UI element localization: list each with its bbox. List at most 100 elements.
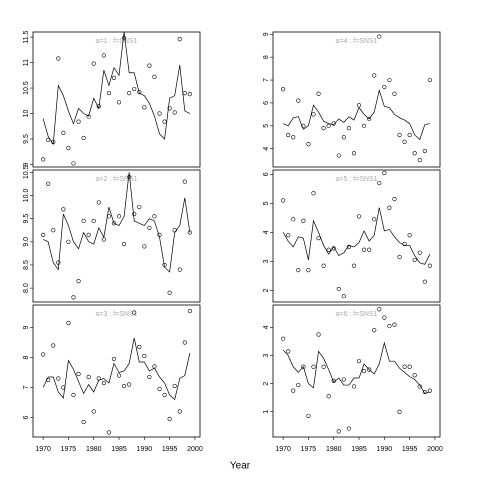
y-tick-label: 9.0: [23, 237, 30, 247]
data-point: [341, 294, 346, 299]
y-tick-label: 1: [263, 410, 270, 414]
data-point: [377, 34, 382, 39]
data-point: [61, 207, 66, 212]
data-point: [147, 63, 152, 68]
data-point: [81, 135, 86, 141]
data-point: [56, 56, 61, 61]
data-point: [367, 116, 372, 122]
data-point: [106, 91, 112, 96]
data-point: [392, 322, 397, 327]
data-point: [167, 106, 172, 111]
data-point: [422, 279, 427, 284]
data-point: [301, 364, 306, 369]
y-tick-label: 9: [23, 325, 30, 329]
data-point: [172, 383, 177, 389]
y-tick-label: 4: [263, 325, 270, 329]
data-point: [341, 135, 346, 140]
y-tick-label: 2: [263, 382, 270, 386]
data-point: [127, 91, 132, 96]
data-point: [86, 232, 91, 237]
panel-title: a=5 : f=SNS1: [335, 176, 377, 183]
y-tick-label: 8.0: [23, 283, 30, 293]
data-point: [51, 343, 56, 348]
y-tick-label: 5: [263, 201, 270, 205]
y-tick-label: 8: [263, 55, 270, 59]
data-point: [407, 364, 412, 369]
data-point: [41, 157, 46, 162]
y-tick-label: 6: [263, 101, 270, 105]
y-tick-label: 11: [23, 59, 30, 66]
data-point: [177, 37, 182, 42]
data-point: [111, 221, 117, 226]
x-tick-label: 1970: [275, 446, 291, 453]
data-point: [116, 214, 122, 219]
data-point: [382, 84, 387, 90]
data-point: [66, 320, 71, 326]
data-point: [331, 121, 336, 126]
data-point: [152, 74, 157, 79]
data-point: [81, 218, 86, 224]
data-point: [311, 191, 316, 196]
x-tick-label: 1970: [35, 446, 51, 453]
data-point: [106, 430, 112, 435]
data-point: [111, 356, 117, 362]
data-point: [157, 386, 162, 392]
data-point: [301, 123, 306, 128]
data-point: [121, 383, 127, 389]
data-point: [427, 263, 432, 268]
y-tick-label: 4: [263, 147, 270, 151]
x-tick-label: 1980: [326, 446, 342, 453]
data-point: [116, 100, 122, 105]
data-point: [167, 290, 172, 295]
data-point: [116, 373, 122, 378]
data-point: [281, 198, 286, 203]
data-point: [121, 36, 127, 41]
data-point: [182, 179, 187, 184]
y-tick-label: 10: [23, 110, 30, 118]
data-point: [382, 315, 387, 320]
data-point: [377, 307, 382, 312]
data-point: [66, 146, 71, 151]
y-tick-label: 6: [23, 415, 30, 419]
data-point: [71, 295, 76, 300]
data-point: [422, 389, 427, 395]
data-point: [361, 247, 367, 252]
y-tick-label: 7: [23, 385, 30, 389]
x-axis-label: Year: [230, 461, 251, 472]
data-point: [41, 352, 46, 357]
data-point: [336, 153, 341, 158]
panel-title: a=2 : f=SNS1: [95, 176, 137, 183]
data-point: [326, 123, 331, 128]
data-point: [296, 267, 301, 273]
data-point: [402, 364, 407, 369]
data-point: [281, 336, 286, 341]
data-point: [316, 332, 321, 337]
data-point: [382, 170, 387, 176]
data-point: [132, 86, 137, 92]
data-point: [51, 228, 56, 233]
fit-line: [42, 172, 191, 273]
data-point: [71, 392, 76, 398]
y-tick-label: 10.5: [23, 81, 30, 95]
fit-line: [42, 31, 191, 146]
data-point: [187, 92, 192, 97]
data-point: [71, 161, 76, 166]
data-point: [46, 181, 51, 186]
data-point: [407, 132, 412, 138]
data-point: [152, 214, 157, 219]
data-point: [157, 111, 162, 116]
x-tick-label: 2000: [427, 446, 443, 453]
data-point: [286, 233, 291, 238]
data-point: [311, 364, 316, 369]
data-point: [316, 91, 321, 96]
y-tick-label: 4: [263, 230, 270, 234]
x-tick-label: 1985: [111, 446, 127, 453]
data-point: [372, 328, 377, 333]
y-tick-label: 3: [263, 354, 270, 358]
data-point: [132, 310, 137, 315]
x-tick-label: 1975: [61, 446, 77, 453]
data-point: [336, 429, 341, 434]
data-point: [91, 409, 96, 414]
data-point: [96, 200, 101, 205]
